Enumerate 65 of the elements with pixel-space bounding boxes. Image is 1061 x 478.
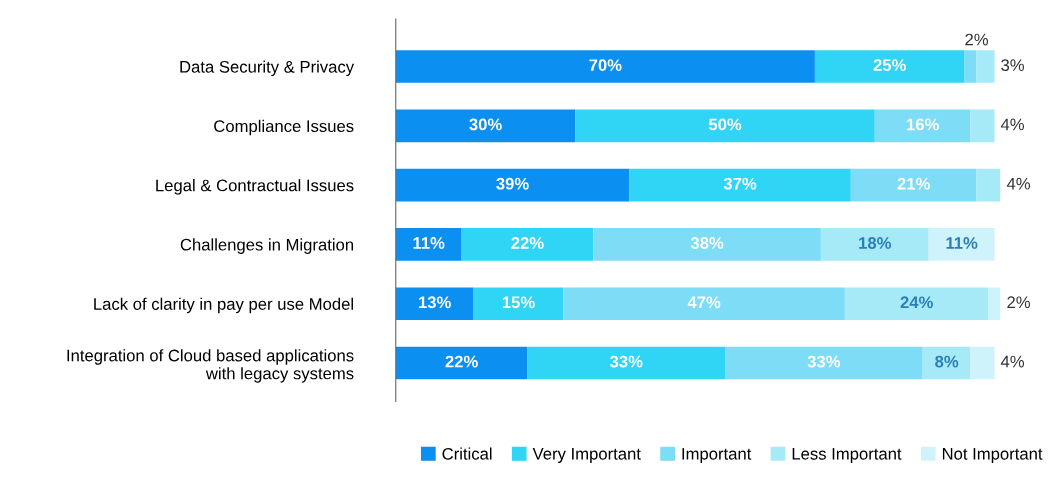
bar (970, 109, 995, 143)
data-label: 2% (965, 33, 989, 46)
legend-label: Less Important (792, 448, 902, 463)
y-tick-label: Data Security & Privacy (180, 60, 355, 77)
bar (814, 50, 965, 83)
data-label: 16% (907, 118, 939, 131)
y-tick-label: Legal & Contractual Issues (156, 179, 354, 195)
data-label: 4% (1006, 177, 1031, 190)
y-tick-label: Integration of Cloud based applications with legacy systems (67, 349, 354, 383)
data-label: 24% (900, 296, 933, 309)
bar (461, 228, 594, 261)
data-label: 2% (1007, 296, 1031, 309)
data-label: 11% (946, 237, 978, 249)
y-tick-label: Compliance Issues (214, 119, 354, 136)
bar (820, 228, 929, 261)
data-label: 33% (609, 355, 643, 368)
bar (844, 287, 989, 320)
bar (395, 109, 576, 143)
data-label: 47% (687, 296, 721, 309)
data-label: 33% (807, 355, 841, 368)
legend-label: Very Important (532, 448, 641, 463)
bar (527, 346, 726, 380)
y-tick-label: Lack of clarity in pay per use Model (94, 297, 353, 314)
bar (395, 287, 474, 320)
data-label: 11% (413, 237, 445, 249)
data-label: 15% (502, 296, 535, 309)
y-tick-label: Challenges in Migration (180, 238, 354, 254)
data-label: 4% (1000, 118, 1025, 131)
data-label: 37% (723, 177, 757, 190)
bar (928, 228, 995, 261)
data-label: 38% (690, 237, 724, 249)
bar (593, 228, 821, 261)
bar (629, 168, 851, 202)
data-label: 25% (873, 59, 906, 72)
legend-label: Important (682, 448, 752, 463)
bar (922, 346, 971, 380)
bar (976, 50, 995, 83)
bar (563, 287, 845, 320)
bar (395, 228, 462, 261)
data-label: 30% (469, 118, 502, 131)
legend-label: Not Important (942, 448, 1043, 463)
data-label: 22% (511, 237, 544, 249)
data-label: 21% (897, 177, 930, 190)
bar (473, 287, 564, 320)
data-label: 8% (935, 355, 959, 368)
data-label: 70% (589, 59, 622, 72)
data-label: 22% (445, 355, 478, 368)
bar (395, 346, 528, 380)
bar (970, 346, 995, 380)
data-label: 39% (496, 177, 529, 190)
bar (725, 346, 923, 380)
bar (850, 168, 977, 202)
bar (395, 50, 815, 83)
bar (874, 109, 971, 143)
bar (575, 109, 875, 143)
data-label: 4% (1000, 355, 1025, 368)
data-label: 3% (1001, 59, 1025, 72)
bar (988, 287, 1001, 320)
bar (964, 50, 977, 83)
bar (976, 168, 1001, 202)
bar (395, 168, 630, 202)
data-label: 50% (708, 118, 742, 131)
legend-label: Critical (442, 447, 492, 460)
data-label: 13% (419, 296, 451, 309)
data-label: 18% (859, 237, 892, 249)
